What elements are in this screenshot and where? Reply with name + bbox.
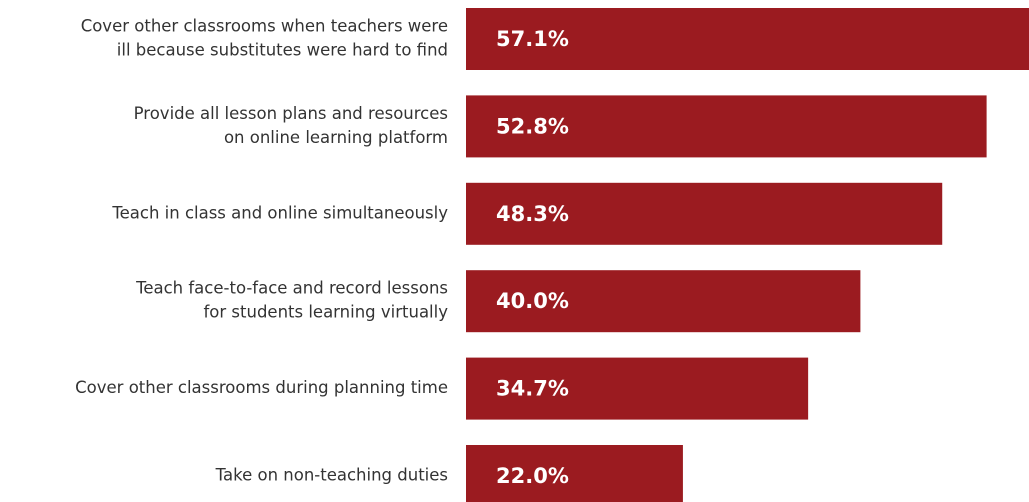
category-label: on online learning platform: [224, 128, 448, 147]
category-label: Cover other classrooms during planning t…: [75, 378, 448, 397]
bar: [466, 182, 943, 245]
value-label: 52.8%: [496, 114, 569, 138]
value-label: 34.7%: [496, 377, 569, 401]
bar: [466, 95, 987, 158]
category-label: Take on non-teaching duties: [215, 466, 448, 485]
bar: [466, 357, 809, 420]
bar: [466, 445, 683, 502]
category-label: Teach in class and online simultaneously: [111, 203, 448, 222]
value-label: 40.0%: [496, 289, 569, 313]
bar: [466, 8, 1029, 70]
category-label: ill because substitutes were hard to fin…: [117, 41, 448, 60]
value-label: 57.1%: [496, 27, 569, 51]
category-label: Teach face-to-face and record lessons: [135, 279, 448, 298]
value-label: 22.0%: [496, 464, 569, 488]
category-label: Provide all lesson plans and resources: [134, 104, 448, 123]
category-label: for students learning virtually: [203, 303, 448, 322]
bar: [466, 270, 861, 333]
value-label: 48.3%: [496, 202, 569, 226]
category-label: Cover other classrooms when teachers wer…: [81, 17, 448, 36]
